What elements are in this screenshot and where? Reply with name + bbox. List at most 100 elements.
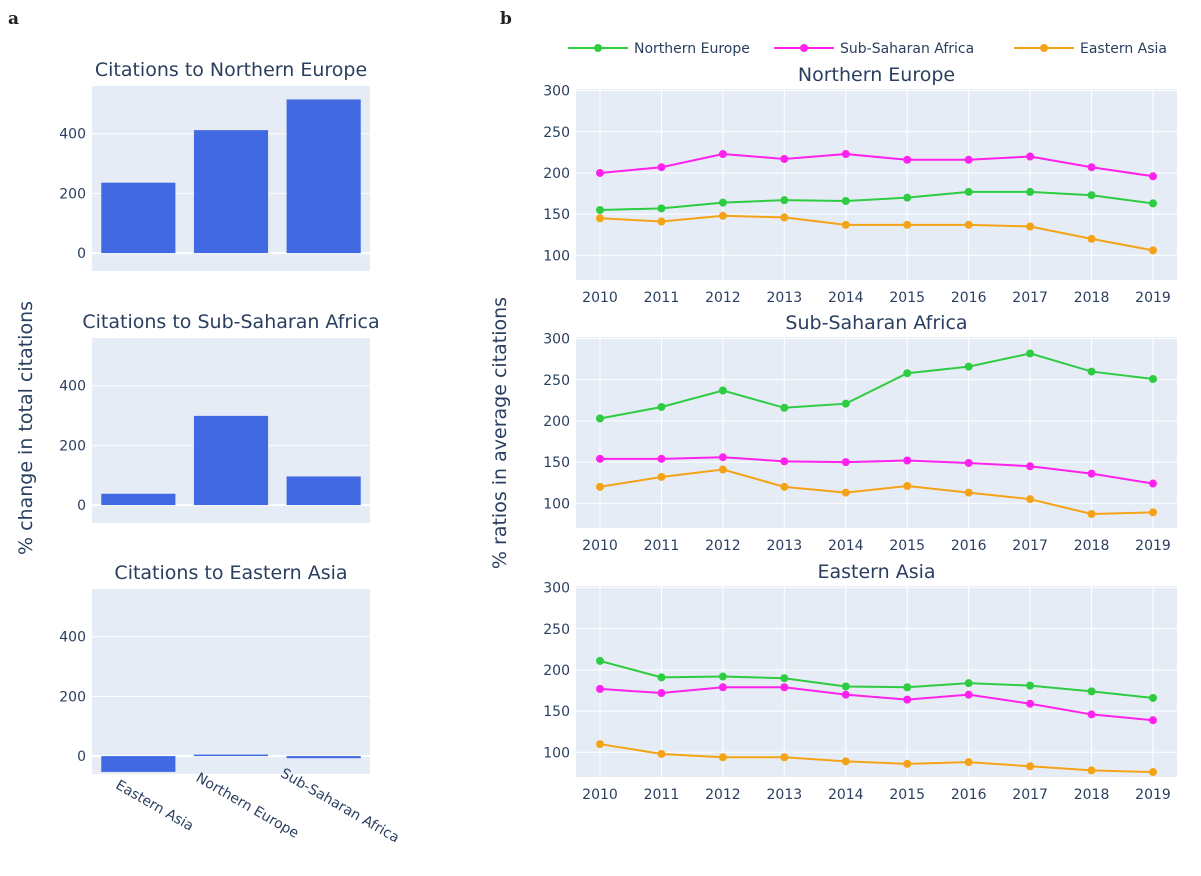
legend-marker: [1040, 44, 1048, 52]
y-tick-label: 200: [543, 663, 570, 679]
x-tick-label: 2012: [705, 787, 741, 803]
data-point: [1149, 246, 1157, 255]
data-point: [903, 759, 912, 768]
data-point: [903, 193, 912, 202]
data-point: [1087, 234, 1096, 243]
data-point: [1026, 349, 1035, 358]
data-point: [657, 454, 666, 463]
data-point: [596, 656, 604, 665]
series-northern-europe: [596, 349, 1157, 423]
x-tick-label: 2017: [1012, 290, 1048, 306]
x-tick-label: 2012: [705, 290, 741, 306]
data-point: [596, 482, 604, 491]
data-point: [1087, 710, 1096, 719]
data-point: [841, 757, 850, 766]
series-sub-saharan-africa: [596, 453, 1157, 488]
x-tick-label: 2010: [582, 538, 618, 554]
data-point: [718, 198, 727, 207]
data-point: [780, 213, 789, 222]
data-point: [718, 453, 727, 462]
line-subplot-northern-europe: Northern Europe 100 150 200 250 300 2010 2011 20…: [543, 64, 1177, 306]
data-point: [1149, 172, 1157, 181]
data-point: [903, 155, 912, 164]
data-point: [657, 163, 666, 172]
data-point: [780, 683, 789, 692]
series-line: [599, 153, 1154, 178]
line-subplot-eastern-asia: Eastern Asia 100 150 200 250 300 2010 2011 2012 2…: [543, 561, 1177, 803]
x-tick-label: 2016: [951, 538, 987, 554]
data-point: [657, 472, 666, 481]
y-tick-label: 100: [543, 496, 570, 512]
subplot-title: Sub-Saharan Africa: [785, 312, 967, 334]
x-tick-label: 2019: [1135, 538, 1171, 554]
data-point: [780, 196, 789, 205]
data-point: [1026, 495, 1035, 504]
series-eastern-asia: [596, 211, 1157, 255]
data-point: [903, 482, 912, 491]
bar-eastern-asia: [101, 182, 176, 254]
data-point: [841, 690, 850, 699]
data-point: [903, 683, 912, 692]
panel-b-y-axis-label: % ratios in average citations: [489, 297, 511, 569]
data-point: [1026, 681, 1035, 690]
bar-northern-europe: [193, 415, 269, 506]
x-tick-label: 2015: [889, 290, 925, 306]
data-point: [596, 414, 604, 423]
y-tick-label: 200: [59, 438, 86, 454]
data-point: [841, 458, 850, 467]
x-tick-label: 2011: [644, 538, 680, 554]
data-point: [1087, 766, 1096, 775]
plot-area: [576, 89, 1177, 280]
panel-a-bar-charts: Citations to Northern Europe0200400Citat…: [59, 59, 402, 846]
data-point: [1149, 479, 1157, 488]
data-point: [1149, 508, 1157, 517]
data-point: [903, 456, 912, 465]
data-point: [1087, 469, 1096, 478]
data-point: [1026, 187, 1035, 196]
data-point: [964, 155, 973, 164]
legend-label: Northern Europe: [634, 41, 750, 57]
legend-item-sub-saharan-africa: Sub-Saharan Africa: [774, 41, 974, 57]
data-point: [841, 488, 850, 497]
legend-item-northern-europe: Northern Europe: [568, 41, 750, 57]
data-point: [596, 168, 604, 177]
data-point: [718, 683, 727, 692]
x-tick-label: 2011: [644, 290, 680, 306]
x-tick-label: 2010: [582, 290, 618, 306]
series-line: [599, 659, 1154, 699]
data-point: [964, 458, 973, 467]
data-point: [964, 362, 973, 371]
x-tick-label: 2012: [705, 538, 741, 554]
series-northern-europe: [596, 656, 1157, 702]
data-point: [718, 753, 727, 762]
subplot-title: Northern Europe: [798, 64, 955, 86]
bar-eastern-asia: [101, 493, 176, 506]
bar-eastern-asia: [101, 756, 176, 772]
plot-area: [92, 589, 370, 774]
data-point: [596, 206, 604, 215]
data-point: [903, 220, 912, 229]
series-sub-saharan-africa: [596, 683, 1157, 725]
data-point: [596, 214, 604, 223]
plot-area: [576, 586, 1177, 777]
data-point: [1149, 768, 1157, 777]
data-point: [780, 457, 789, 466]
panel-a-y-axis-label: % change in total citations: [15, 301, 37, 555]
data-point: [596, 454, 604, 463]
x-tick-label: 2010: [582, 787, 618, 803]
data-point: [657, 204, 666, 213]
y-tick-label: 200: [543, 166, 570, 182]
data-point: [657, 402, 666, 411]
y-tick-label: 300: [543, 84, 570, 100]
y-tick-label: 0: [77, 498, 86, 514]
data-point: [657, 689, 666, 698]
series-northern-europe: [596, 187, 1157, 215]
data-point: [903, 695, 912, 704]
x-tick-label: 2011: [644, 787, 680, 803]
x-tick-label: 2016: [951, 787, 987, 803]
data-point: [718, 465, 727, 474]
data-point: [1026, 462, 1035, 471]
x-tick-label: 2018: [1074, 290, 1110, 306]
data-point: [780, 403, 789, 412]
bar-subplot-citations-to-eastern-asia: Citations to Eastern Asia 0 200 400 Eastern …: [59, 562, 402, 846]
